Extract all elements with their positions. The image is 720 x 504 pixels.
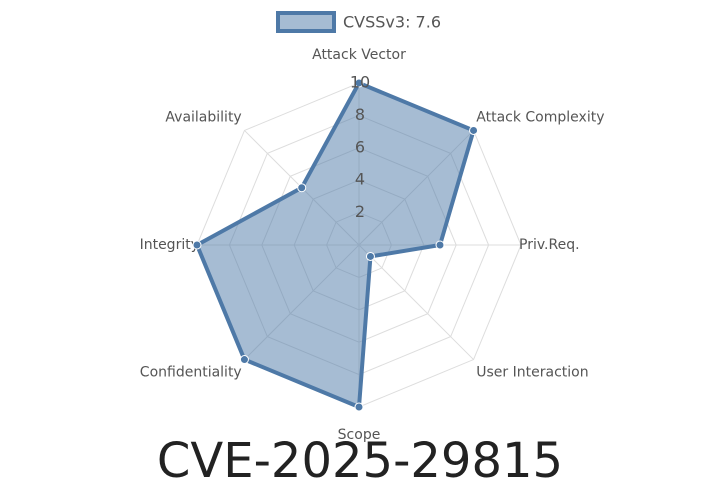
r-tick-label: 8 (355, 105, 365, 124)
series-area (195, 81, 476, 409)
data-point (469, 125, 479, 135)
data-point (354, 78, 364, 88)
axis-label: Confidentiality (140, 364, 242, 380)
axis-label: Priv.Req. (519, 237, 580, 253)
r-tick-label: 2 (355, 202, 365, 221)
data-point (239, 355, 249, 365)
axis-label: User Interaction (476, 364, 588, 380)
legend-label: CVSSv3: 7.6 (343, 13, 441, 32)
data-point (297, 183, 307, 193)
r-tick-label: 10 (350, 73, 370, 92)
chart-title: CVE-2025-29815 (157, 433, 563, 489)
r-tick-label: 6 (355, 137, 365, 156)
axis-label: Integrity (140, 237, 199, 253)
data-point (354, 402, 364, 412)
grid-spoke (358, 244, 474, 360)
legend-swatch (276, 11, 336, 33)
axis-label: Attack Complexity (476, 110, 604, 126)
axis-label: Scope (338, 427, 381, 443)
data-point (192, 240, 202, 250)
axis-label: Availability (165, 110, 241, 126)
r-tick-label: 4 (355, 170, 365, 189)
axis-label: Attack Vector (312, 47, 406, 63)
data-point (365, 251, 375, 261)
data-point (435, 240, 445, 250)
